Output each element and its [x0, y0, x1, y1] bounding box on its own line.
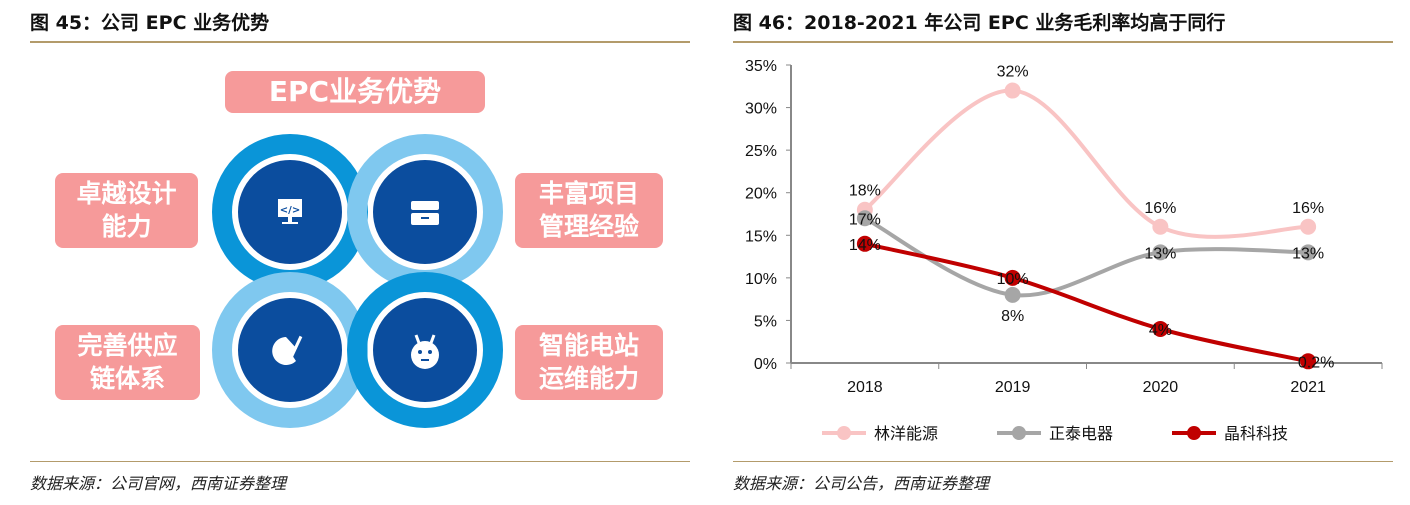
- data-label: 16%: [1144, 200, 1176, 217]
- data-point: [856, 235, 873, 252]
- data-point: [1300, 218, 1317, 235]
- x-tick-label: 2021: [1290, 379, 1326, 396]
- y-tick-label: 15%: [745, 228, 777, 245]
- data-point: [1004, 82, 1021, 99]
- data-point: [1152, 244, 1169, 261]
- legend-marker: [1187, 426, 1201, 440]
- source-note: 数据来源：公司官网，西南证券整理: [30, 474, 287, 493]
- divider: [733, 461, 1393, 462]
- divider: [30, 41, 690, 43]
- data-point: [1300, 244, 1317, 261]
- x-tick-label: 2019: [995, 379, 1031, 396]
- robot-icon: [411, 334, 439, 369]
- divider: [30, 461, 690, 462]
- legend-marker: [1012, 426, 1026, 440]
- legend-marker: [837, 426, 851, 440]
- y-tick-label: 0%: [754, 356, 777, 373]
- box-line: 完善供应: [77, 331, 178, 360]
- x-tick-label: 2020: [1143, 379, 1179, 396]
- drawer-cabinet-icon: [411, 201, 439, 225]
- box-line: 卓越设计: [76, 179, 177, 208]
- data-point: [1152, 218, 1169, 235]
- data-label: 0.2%: [1298, 354, 1334, 371]
- box-line: 链体系: [89, 363, 165, 393]
- palette-icon: [272, 335, 303, 365]
- y-tick-label: 10%: [745, 271, 777, 288]
- source-note: 数据来源：公司公告，西南证券整理: [733, 474, 990, 493]
- box-line: 能力: [101, 211, 152, 241]
- data-point: [856, 210, 873, 227]
- data-point: [1300, 353, 1317, 370]
- y-tick-label: 25%: [745, 143, 777, 160]
- data-point: [1152, 320, 1169, 337]
- y-tick-label: 20%: [745, 186, 777, 203]
- y-tick-label: 35%: [745, 58, 777, 75]
- data-label: 13%: [1144, 245, 1176, 262]
- rings-diagram: </>: [212, 134, 503, 428]
- legend-label: 晶科科技: [1224, 425, 1288, 443]
- figure-46-title: 图 46：2018-2021 年公司 EPC 业务毛利率均高于同行: [733, 12, 1226, 34]
- legend-label: 正泰电器: [1049, 425, 1113, 443]
- code-monitor-icon: </>: [278, 199, 302, 224]
- legend-label: 林洋能源: [874, 425, 938, 443]
- diagram-header: EPC业务优势: [225, 71, 485, 113]
- box-line: 丰富项目: [538, 179, 639, 208]
- box-line: 运维能力: [538, 363, 639, 393]
- data-point: [1004, 269, 1021, 286]
- ring: [347, 272, 503, 428]
- data-label: 14%: [849, 237, 881, 254]
- x-tick-label: 2018: [847, 379, 883, 396]
- data-label: 10%: [997, 271, 1029, 288]
- series-line-2: [864, 241, 1309, 364]
- y-tick-label: 30%: [745, 101, 777, 118]
- data-label: 4%: [1149, 322, 1172, 339]
- data-point: [1004, 286, 1021, 303]
- data-label: 13%: [1292, 245, 1324, 262]
- data-label: 8%: [1001, 308, 1024, 325]
- y-tick-label: 5%: [754, 313, 777, 330]
- box-line: 智能电站: [538, 331, 639, 360]
- divider: [733, 41, 1393, 43]
- advantage-box-om: 智能电站 运维能力: [515, 325, 663, 400]
- figure-45-title: 图 45：公司 EPC 业务优势: [30, 12, 270, 34]
- data-label: 17%: [849, 211, 881, 228]
- data-label: 32%: [997, 64, 1029, 81]
- data-label: 16%: [1292, 200, 1324, 217]
- box-line: 管理经验: [538, 211, 639, 241]
- data-label: 18%: [849, 183, 881, 200]
- series-line-0: [863, 88, 1309, 239]
- advantage-box-supply-chain: 完善供应 链体系: [55, 325, 200, 400]
- svg-text:</>: </>: [280, 205, 300, 216]
- advantage-box-design: 卓越设计 能力: [55, 173, 198, 248]
- advantage-box-management: 丰富项目 管理经验: [515, 173, 663, 248]
